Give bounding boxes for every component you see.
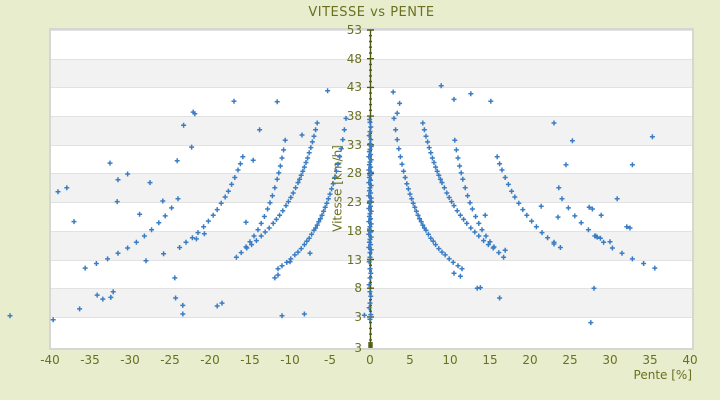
y-tick-label: 48 — [346, 51, 362, 66]
plot-stripe — [51, 144, 692, 174]
chart-title: VITESSE vs PENTE — [308, 5, 435, 20]
x-tick-label: 5 — [406, 353, 414, 367]
x-tick-label: 20 — [522, 353, 538, 367]
y-tick-label: 3 — [354, 309, 362, 324]
plot-stripe — [51, 30, 692, 59]
y-tick-label: 8 — [354, 281, 362, 296]
plot-stripe — [51, 202, 692, 231]
plot-area — [49, 28, 694, 350]
x-tick-label: -25 — [160, 353, 180, 367]
x-tick-label: -10 — [280, 353, 300, 367]
y-tick-label: 28 — [346, 166, 362, 181]
x-tick-label: -35 — [80, 353, 100, 367]
x-tick-label: 10 — [442, 353, 458, 367]
plot-stripe — [51, 259, 692, 289]
y-tick-label: 23 — [346, 195, 362, 210]
x-tick-label: 15 — [482, 353, 498, 367]
y-tick-label: 43 — [346, 80, 362, 95]
x-tick-label: 25 — [562, 353, 578, 367]
plot-stripe — [51, 230, 692, 260]
x-tick-label: 0 — [366, 353, 374, 367]
plot-stripe — [51, 173, 692, 203]
plot-stripe — [51, 288, 692, 317]
x-tick-label: -30 — [120, 353, 140, 367]
x-tick-label: 35 — [642, 353, 658, 367]
plot-stripe — [51, 58, 692, 88]
x-tick-label: 30 — [602, 353, 618, 367]
y-tick-label: 38 — [346, 109, 362, 124]
x-axis-title: Pente [%] — [633, 368, 692, 382]
plot-stripe — [51, 116, 692, 145]
y-axis-min-label: 3 — [354, 341, 362, 355]
x-tick-label: -15 — [240, 353, 260, 367]
y-tick-label: 13 — [346, 252, 362, 267]
plot-stripe — [51, 87, 692, 117]
x-tick-label: 40 — [682, 353, 698, 367]
x-tick-label: -5 — [324, 353, 336, 367]
y-tick-label: 53 — [346, 23, 362, 37]
y-tick-label: 33 — [346, 137, 362, 152]
x-tick-label: -20 — [200, 353, 220, 367]
y-tick-label: 18 — [346, 223, 362, 238]
x-tick-label: -40 — [40, 353, 60, 367]
plot-stripe — [51, 316, 692, 348]
